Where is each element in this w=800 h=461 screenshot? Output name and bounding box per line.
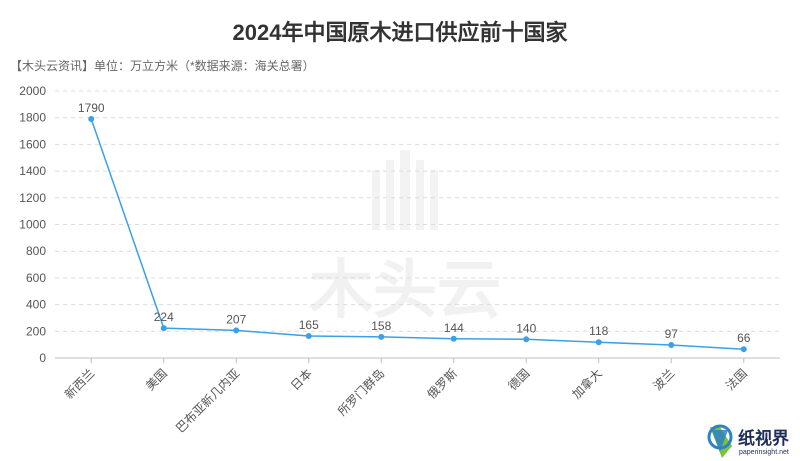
data-point: [378, 333, 385, 340]
data-point: [740, 346, 747, 353]
data-label: 207: [226, 312, 246, 326]
x-tick-label: 加拿大: [569, 366, 605, 402]
data-point: [523, 336, 530, 343]
grid-layer: [55, 90, 780, 332]
x-tick-label: 俄罗斯: [425, 366, 460, 401]
y-tick-label: 1000: [19, 218, 46, 232]
series-layer: 1790 224 207 165 158 144 140 118 97 66: [78, 101, 751, 353]
watermark-logo-icon: [372, 150, 438, 230]
logo: 纸视界 paperinsight.net: [707, 424, 789, 458]
data-label: 224: [154, 310, 174, 324]
x-tick-label: 法国: [723, 366, 750, 393]
data-point: [595, 339, 602, 346]
y-tick-label: 600: [26, 271, 46, 285]
y-tick-label: 800: [26, 244, 46, 258]
x-tick-label: 日本: [288, 366, 315, 393]
watermark-text: 木头云: [309, 254, 501, 326]
chart-subtitle: 【木头云资讯】单位：万立方米（*数据来源：海关总署）: [10, 58, 315, 73]
y-tick-label: 2000: [19, 84, 46, 98]
x-tick-label: 新西兰: [61, 366, 97, 402]
data-point: [233, 327, 240, 334]
logo-icon: [707, 424, 733, 458]
y-tick-label: 1400: [19, 164, 46, 178]
x-tick-label: 所罗门群岛: [334, 366, 387, 419]
x-axis: 新西兰 美国 巴布亚新几内亚 日本 所罗门群岛 俄罗斯 德国 加拿大 波兰 法国: [55, 357, 780, 436]
x-tick-label: 美国: [143, 366, 170, 393]
data-label: 140: [516, 321, 536, 335]
data-point: [668, 342, 675, 349]
data-label: 158: [371, 319, 391, 333]
data-label: 97: [665, 327, 679, 341]
x-tick-label: 巴布亚新几内亚: [172, 366, 242, 436]
chart-title: 2024年中国原木进口供应前十国家: [233, 20, 569, 45]
logo-url: paperinsight.net: [739, 449, 789, 456]
series-line: [90, 118, 744, 350]
data-label: 165: [299, 318, 319, 332]
y-axis: 0 200 400 600 800 1000 1200 1400 1600 1800 2000: [19, 84, 46, 365]
data-point: [450, 335, 457, 342]
data-point: [160, 325, 167, 332]
data-label: 66: [737, 331, 751, 345]
data-label: 144: [444, 321, 464, 335]
data-label: 1790: [78, 101, 105, 115]
y-tick-label: 1200: [19, 191, 46, 205]
x-tick-label: 德国: [505, 366, 533, 394]
data-point: [305, 332, 312, 339]
data-point: [88, 116, 95, 123]
watermark: 木头云: [309, 150, 501, 326]
y-tick-label: 0: [39, 351, 46, 365]
data-label: 118: [589, 324, 608, 338]
logo-name: 纸视界: [738, 428, 789, 448]
y-tick-label: 200: [26, 324, 46, 338]
x-tick-label: 波兰: [650, 366, 677, 393]
y-tick-label: 1800: [19, 111, 46, 125]
y-tick-label: 400: [26, 298, 46, 312]
y-tick-label: 1600: [19, 137, 46, 151]
